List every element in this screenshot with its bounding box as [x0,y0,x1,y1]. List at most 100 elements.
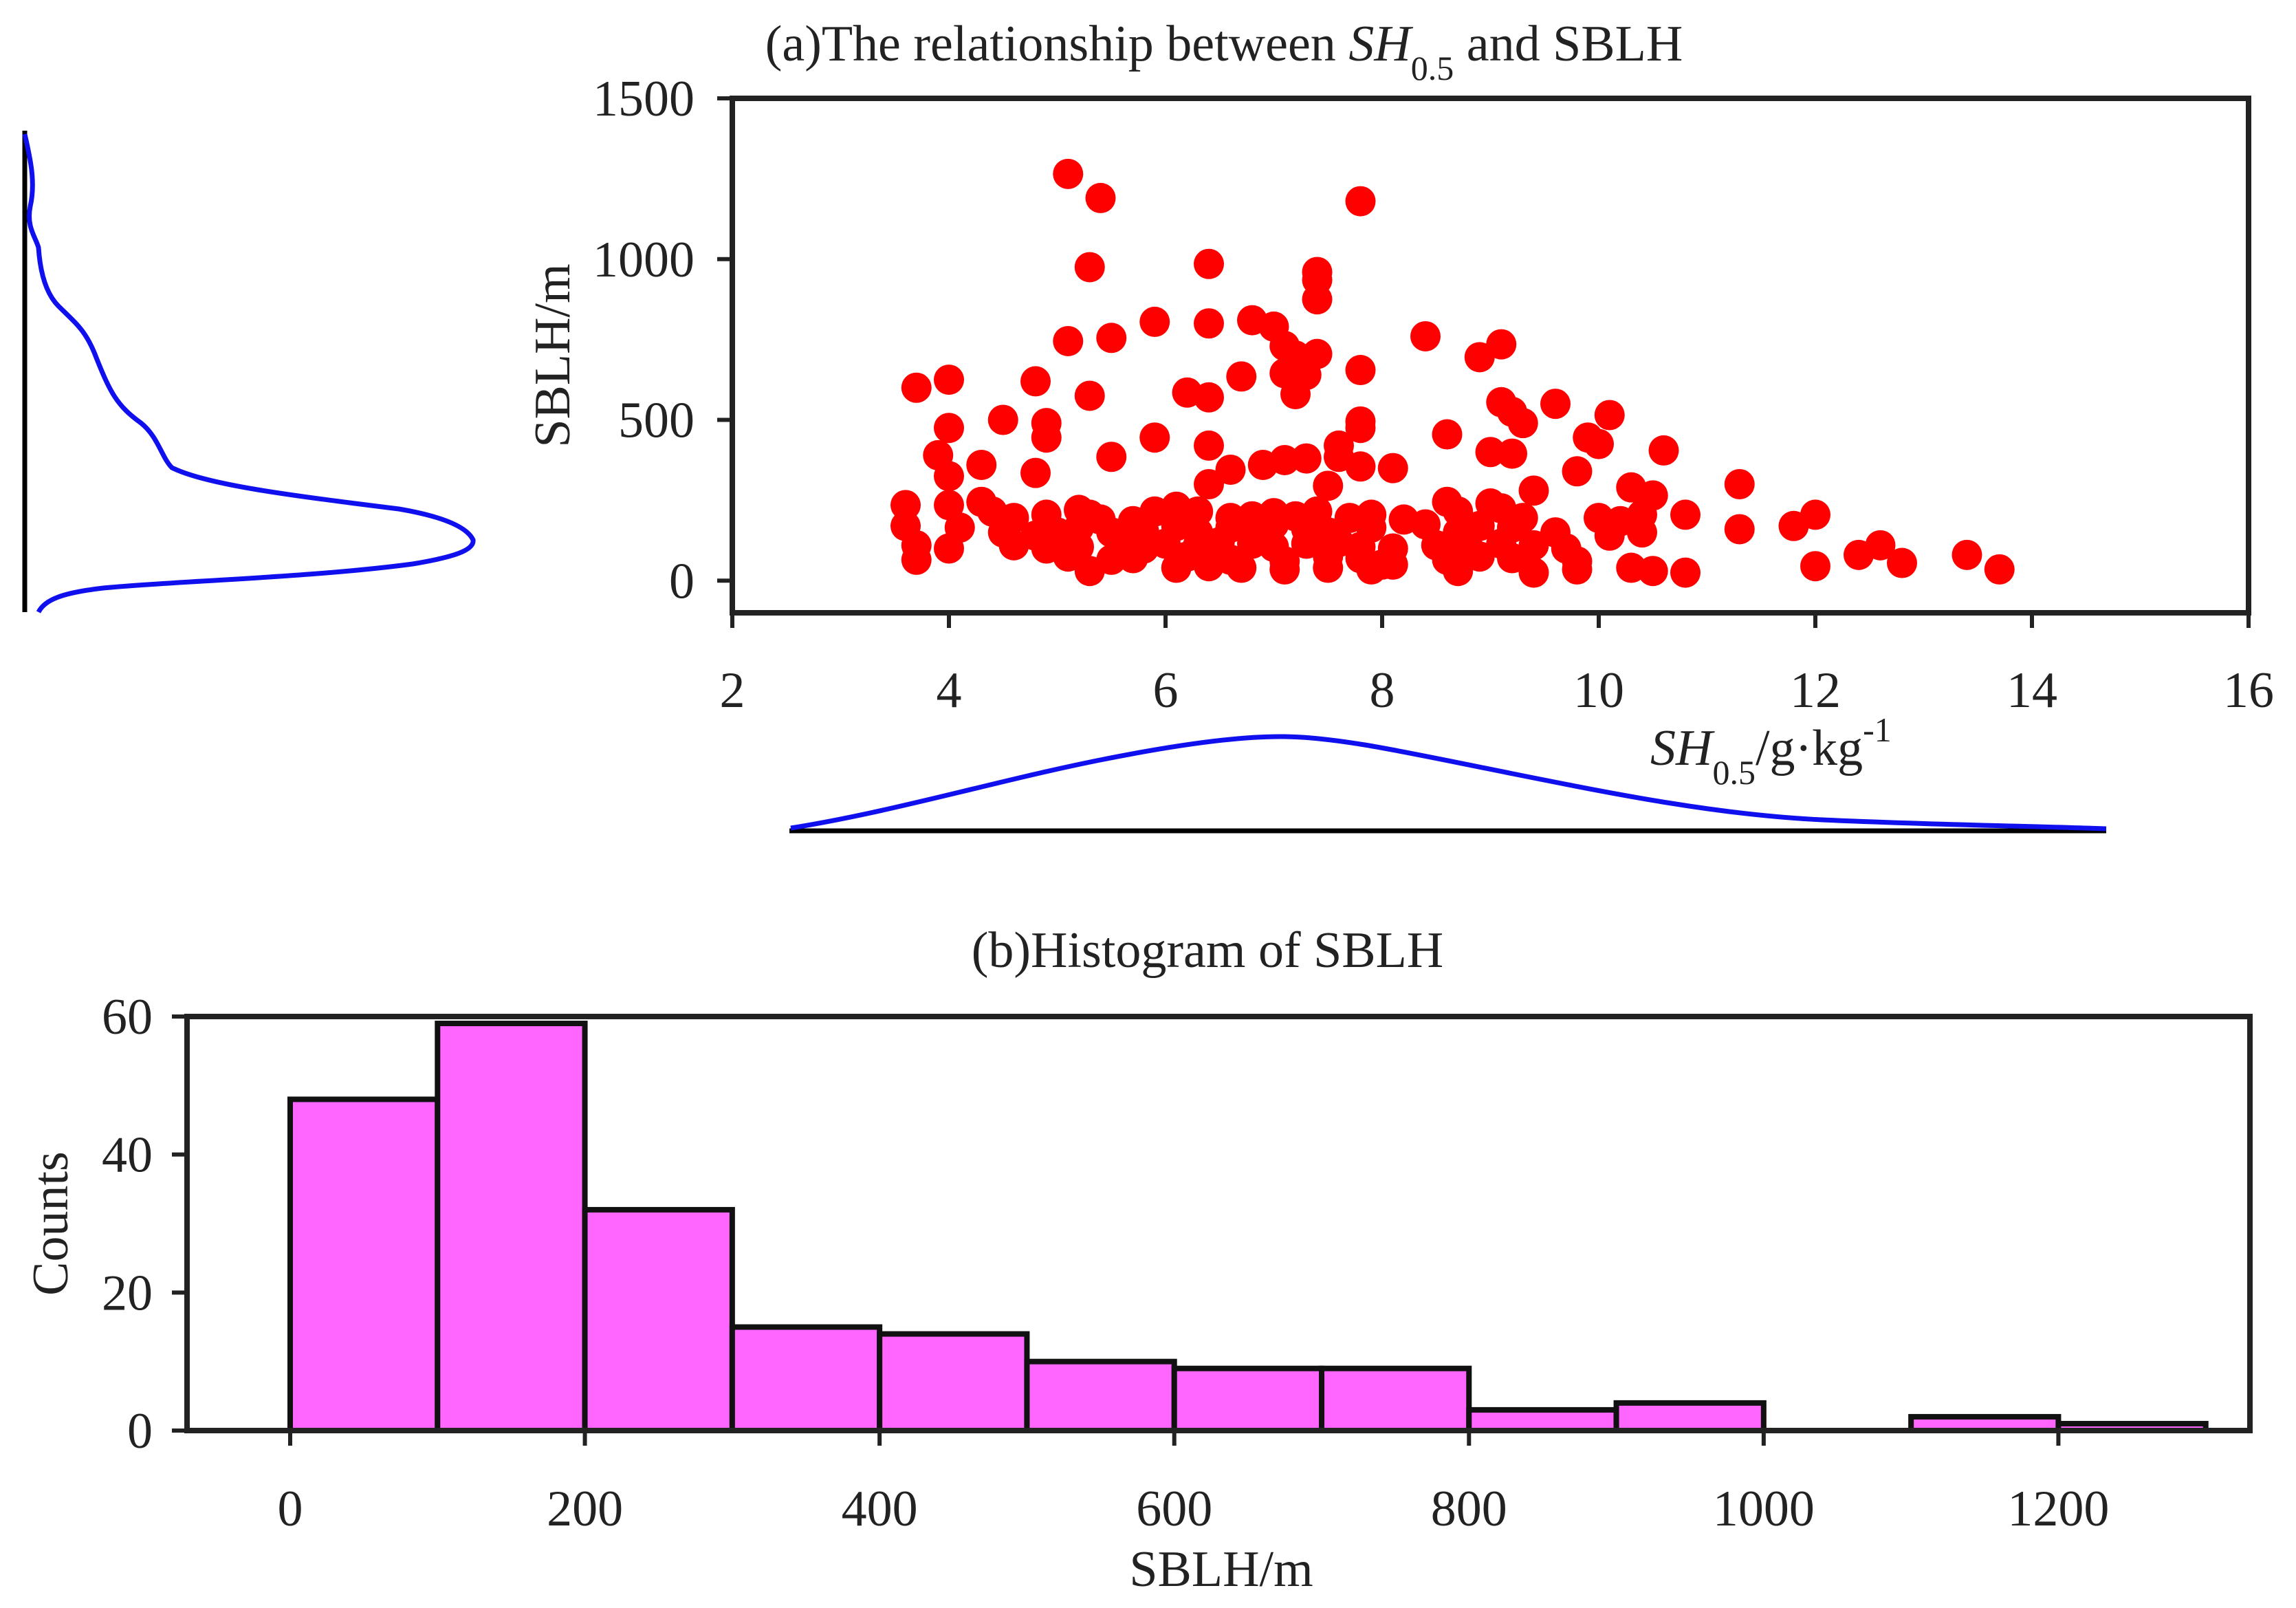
scatter-point-7 [1302,284,1333,315]
scatter-point-125 [1724,514,1755,545]
panel-a-y-label: SBLH/m [525,263,581,447]
panel-b-y-tick-label-1: 20 [102,1265,153,1321]
panel-a-points [890,158,2015,588]
scatter-point-127 [934,533,964,564]
scatter-point-180 [1984,554,2015,585]
scatter-point-169 [1313,552,1344,583]
scatter-point-99 [1670,499,1701,530]
panel-a-y-tick-label-3: 1500 [593,71,695,127]
scatter-point-38 [1031,422,1062,453]
scatter-point-151 [1053,541,1084,572]
panel-a-y-ticks: 0 500 1000 1500 [593,71,732,609]
panel-a-y-tick-label-2: 1000 [593,232,695,288]
panel-a-x-label-units: /g·kg [1756,720,1863,776]
scatter-point-22 [1226,361,1257,392]
scatter-point-48 [1096,442,1127,472]
scatter-point-95 [1518,475,1549,506]
scatter-point-161 [1464,541,1495,572]
scatter-point-69 [890,490,921,521]
panel-b-x-tick-label-1: 200 [547,1481,623,1537]
scatter-point-4 [1194,248,1224,279]
panel-b-y-tick-label-2: 40 [102,1127,153,1184]
panel-a-x-tick-label-2: 6 [1153,662,1179,719]
scatter-point-32 [1540,389,1571,420]
panel-a-x-ticks: 2 4 6 8 10 12 14 16 [720,613,2274,719]
scatter-point-49 [1194,430,1224,461]
scatter-point-91 [1443,496,1474,527]
scatter-point-63 [1020,457,1051,488]
scatter-point-55 [1215,454,1246,485]
scatter-point-62 [966,449,997,480]
histogram-bar-900 [1613,1400,1767,1434]
scatter-point-70 [934,490,964,521]
panel-b-x-ticks: 0 200 400 600 800 1000 1200 [278,1431,2109,1537]
scatter-point-29 [1074,380,1105,411]
panel-b-x-label: SBLH/m [1129,1541,1313,1598]
panel-b-x-tick-label-2: 400 [842,1481,918,1537]
panel-a-title: (a)The relationship between SH0.5 and SB… [765,16,1683,87]
scatter-point-149 [1951,539,1982,570]
scatter-point-28 [1194,382,1224,413]
panel-b: (b)Histogram of SBLH 0 200 400 600 800 1000 12… [23,922,2253,1598]
panel-a-title-sub: 0.5 [1411,49,1454,87]
panel-a-x-tick-label-0: 2 [720,662,745,719]
panel-b-y-label: Counts [23,1151,79,1296]
panel-b-title: (b)Histogram of SBLH [972,922,1444,979]
scatter-point-153 [1117,543,1148,574]
panel-b-y-ticks: 0 20 40 60 [102,989,187,1459]
marginal-x-curve [790,734,2107,832]
marginal-x-density [789,734,2107,834]
panel-a-y-tick-label-0: 0 [669,553,695,609]
scatter-point-30 [1280,379,1311,410]
scatter-point-1 [1085,182,1116,213]
scatter-point-164 [1074,556,1105,587]
histogram-bar-700 [1319,1365,1472,1433]
scatter-point-9 [1194,308,1224,339]
scatter-point-59 [1497,438,1527,469]
panel-a-x-tick-label-7: 16 [2223,662,2274,719]
scatter-point-114 [1258,509,1289,540]
histogram-bar-600 [1171,1365,1324,1433]
panel-a-x-tick-label-6: 14 [2007,662,2057,719]
histogram-bar-400 [877,1331,1030,1433]
scatter-point-41 [1345,413,1376,444]
scatter-point-172 [1443,556,1474,587]
histogram-bar-300 [729,1324,883,1433]
histogram-bar-800 [1466,1406,1619,1433]
panel-b-y-tick-label-0: 0 [127,1403,153,1459]
scatter-point-56 [1345,451,1376,482]
scatter-point-17 [1410,320,1441,351]
panel-a-title-prefix: (a)The relationship between [765,16,1349,72]
scatter-point-42 [1432,419,1463,450]
panel-b-x-tick-label-5: 1000 [1713,1481,1815,1537]
panel-a: (a)The relationship between SH0.5 and SB… [525,16,2274,792]
scatter-point-8 [1139,306,1170,337]
histogram-bar-100 [435,1021,588,1433]
scatter-point-12 [1053,325,1084,356]
scatter-point-26 [1020,366,1051,397]
scatter-point-19 [1464,342,1495,373]
scatter-point-24 [901,372,932,403]
scatter-point-162 [1497,543,1527,574]
scatter-point-171 [1377,549,1408,580]
panel-a-x-label-sub: 0.5 [1712,753,1756,792]
scatter-point-81 [1183,496,1214,527]
scatter-point-148 [1865,530,1896,561]
panel-a-y-tick-label-1: 500 [618,393,695,449]
scatter-point-167 [1226,552,1257,583]
scatter-point-176 [1637,556,1668,587]
panel-a-x-tick-label-3: 8 [1370,662,1395,719]
scatter-point-45 [1584,428,1614,459]
panel-a-x-label: SH0.5/g·kg-1 [1650,710,1892,792]
panel-b-y-tick-label-3: 60 [102,989,153,1045]
panel-b-axes-frame [184,1014,2253,1433]
marginal-y-curve [22,133,476,613]
histogram-bar-0 [287,1096,441,1434]
scatter-point-123 [1594,520,1625,551]
scatter-point-174 [1562,554,1593,585]
panel-a-x-tick-label-1: 4 [937,662,962,719]
panel-a-x-label-var: SH [1650,720,1715,776]
scatter-point-35 [934,413,964,444]
panel-a-axes-frame [730,96,2251,616]
scatter-point-177 [1670,557,1701,588]
